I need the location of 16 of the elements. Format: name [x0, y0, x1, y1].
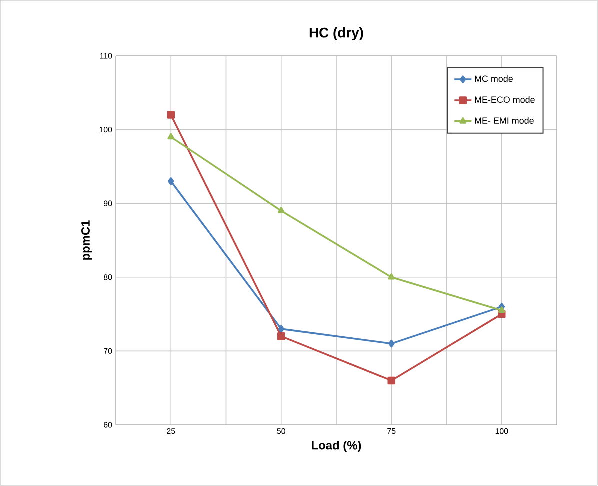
legend-label: MC mode [475, 76, 513, 82]
point [278, 325, 285, 333]
point [168, 178, 174, 186]
point [388, 376, 396, 385]
point [388, 340, 395, 348]
legend-label: ME- EMI mode [475, 117, 534, 124]
point [498, 306, 506, 314]
chart-title: HC (dry) [310, 28, 364, 40]
legend-label: ME-ECO mode [475, 96, 535, 104]
point [277, 332, 286, 340]
point [168, 133, 175, 140]
point [167, 111, 176, 119]
point [388, 274, 396, 280]
x-axis-title: Load (%) [312, 441, 362, 452]
y-axis-title: ppmC1 [82, 220, 92, 260]
point [278, 207, 285, 214]
